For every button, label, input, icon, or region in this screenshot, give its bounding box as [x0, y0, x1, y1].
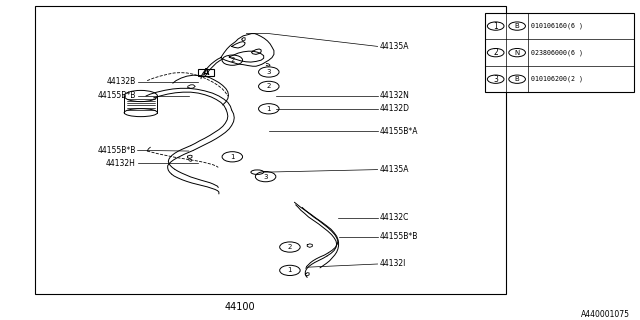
Text: 3: 3 [493, 75, 498, 84]
Text: 1: 1 [493, 21, 498, 31]
Bar [35, 6, 506, 294]
Text: 44132I: 44132I [380, 260, 406, 268]
Text: 023806000(6 ): 023806000(6 ) [531, 49, 583, 56]
Text: 1: 1 [287, 268, 292, 273]
Text: B: B [515, 23, 520, 29]
Text: 1: 1 [230, 154, 235, 160]
Text: 44132C: 44132C [380, 213, 409, 222]
Text: 3: 3 [266, 69, 271, 75]
Text: 2: 2 [493, 48, 498, 57]
Text: 2: 2 [267, 84, 271, 89]
Text: 44100: 44100 [225, 302, 255, 312]
Text: 44135A: 44135A [380, 165, 409, 174]
Text: 44132N: 44132N [380, 92, 410, 100]
Text: 44155B*A: 44155B*A [380, 127, 418, 136]
Text: 44155B*B: 44155B*B [97, 92, 136, 100]
FancyBboxPatch shape [198, 69, 214, 76]
Text: 44132D: 44132D [380, 104, 410, 113]
Text: 2: 2 [230, 57, 234, 63]
Bar [485, 13, 634, 92]
Text: 1: 1 [266, 106, 271, 112]
Text: B: B [515, 76, 520, 82]
Text: 2: 2 [288, 244, 292, 250]
Text: 3: 3 [263, 174, 268, 180]
Text: 44132H: 44132H [106, 159, 136, 168]
Text: N: N [515, 50, 520, 56]
Text: 44155B*B: 44155B*B [380, 232, 418, 241]
Text: 44132B: 44132B [106, 77, 136, 86]
Text: 010106160(6 ): 010106160(6 ) [531, 23, 583, 29]
Text: A: A [203, 68, 209, 77]
Text: 44135A: 44135A [380, 42, 409, 51]
Text: A440001075: A440001075 [581, 310, 630, 319]
Text: 44155B*B: 44155B*B [97, 146, 136, 155]
Text: 010106200(2 ): 010106200(2 ) [531, 76, 583, 83]
